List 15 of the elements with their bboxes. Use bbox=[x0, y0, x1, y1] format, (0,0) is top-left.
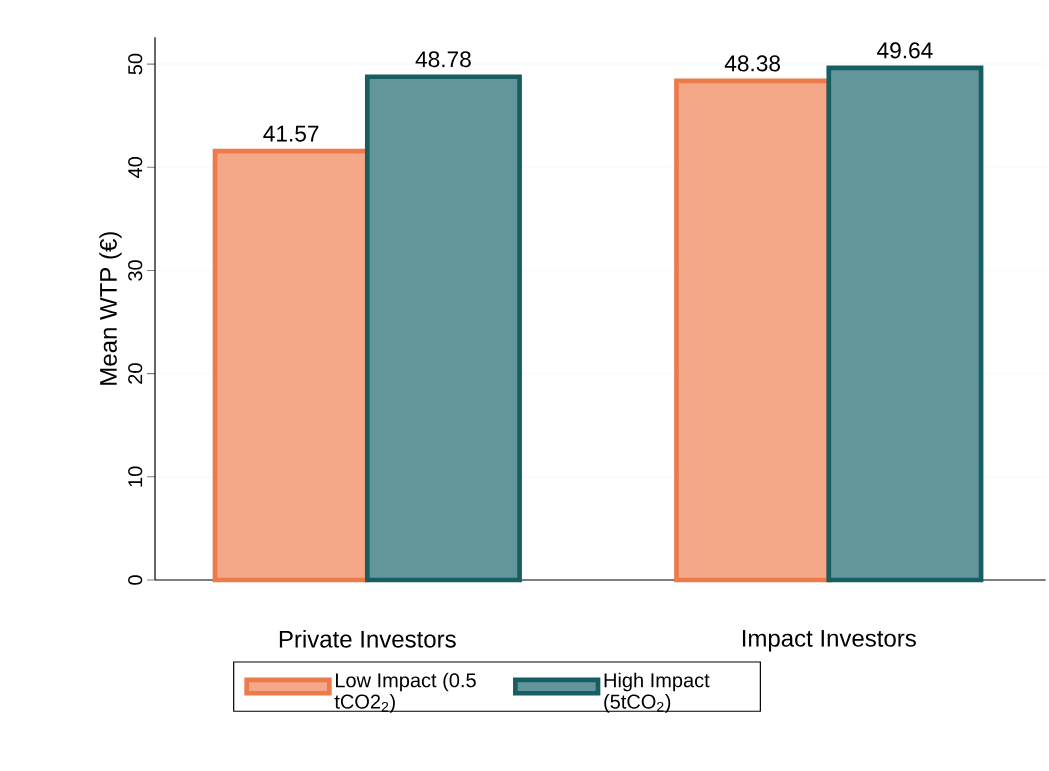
legend-label: High Impact (5tCO$_{2}$) bbox=[604, 672, 710, 713]
data-label: 49.64 bbox=[877, 42, 933, 59]
x-tick-label: Impact Investors bbox=[742, 630, 916, 652]
legend-label: Low Impact (0.5 tCO2$_{2}$) bbox=[334, 672, 476, 713]
y-tick-label: 40 bbox=[128, 156, 143, 178]
data-label: 41.57 bbox=[263, 125, 319, 142]
y-axis-title: Mean WTP (€) bbox=[99, 232, 122, 385]
y-tick-label: 30 bbox=[128, 260, 143, 281]
y-tick-label: 50 bbox=[128, 53, 143, 75]
y-tick-label: 20 bbox=[128, 363, 143, 384]
y-tick-label: 0 bbox=[128, 575, 143, 585]
y-tick-label: 10 bbox=[128, 466, 143, 487]
data-label: 48.38 bbox=[724, 55, 781, 72]
x-tick-label: Private Investors bbox=[279, 630, 456, 648]
data-label: 48.78 bbox=[415, 51, 471, 68]
